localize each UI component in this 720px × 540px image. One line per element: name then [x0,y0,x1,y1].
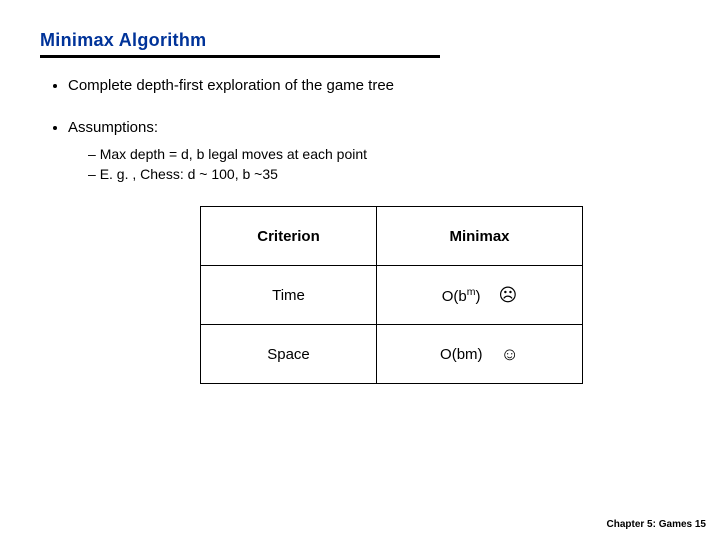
table-cell-value: O(bm) ☹ [377,266,583,325]
criterion-table: Criterion Minimax Time O(bm) ☹ Space O(b… [200,206,583,384]
val-tail: ) [476,288,481,305]
table-row: Space O(bm) ☺ [201,325,583,384]
val-base: O(b [442,288,467,305]
table-cell-value: O(bm) ☺ [377,325,583,384]
complexity-value: O(bm) [442,286,481,305]
criterion-table-wrap: Criterion Minimax Time O(bm) ☹ Space O(b… [200,206,680,384]
table-cell-criterion: Time [201,266,377,325]
bullet-text: Assumptions: [68,119,158,136]
sad-face-icon: ☹ [499,285,518,306]
cell-inner: O(bm) ☺ [440,344,519,365]
bullet-item: Assumptions: Max depth = d, b legal move… [68,118,680,184]
slide-footer: Chapter 5: Games 15 [607,519,707,530]
table-header-cell: Criterion [201,207,377,266]
slide: Minimax Algorithm Complete depth-first e… [0,0,720,540]
sub-bullet-item: Max depth = d, b legal moves at each poi… [88,145,680,164]
title-underline [40,55,440,58]
happy-face-icon: ☺ [501,344,519,365]
val-sup: m [467,286,476,298]
slide-title: Minimax Algorithm [40,30,680,51]
cell-inner: O(bm) ☹ [442,285,518,306]
table-row: Time O(bm) ☹ [201,266,583,325]
sub-bullet-list: Max depth = d, b legal moves at each poi… [68,145,680,185]
table-header-cell: Minimax [377,207,583,266]
sub-bullet-item: E. g. , Chess: d ~ 100, b ~35 [88,165,680,184]
table-header-row: Criterion Minimax [201,207,583,266]
bullet-list: Complete depth-first exploration of the … [40,76,680,184]
complexity-value: O(bm) [440,346,483,363]
bullet-item: Complete depth-first exploration of the … [68,76,680,96]
table-cell-criterion: Space [201,325,377,384]
